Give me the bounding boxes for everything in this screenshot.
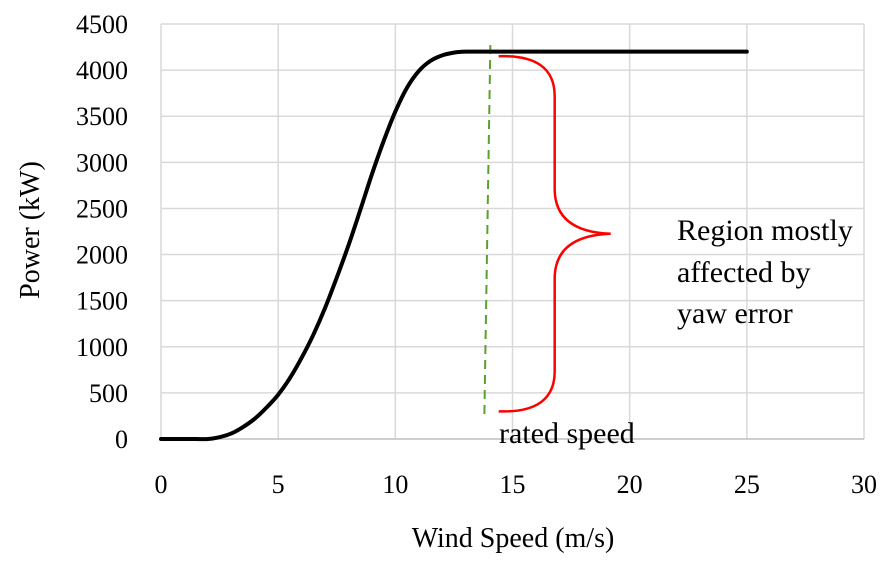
x-tick-label: 15 bbox=[500, 470, 526, 499]
chart-series bbox=[159, 49, 749, 442]
chart-axes bbox=[160, 24, 864, 440]
y-tick-label: 3000 bbox=[76, 148, 128, 177]
x-tick-label: 30 bbox=[851, 470, 877, 499]
rated-speed-marker bbox=[483, 43, 492, 415]
x-tick-label: 0 bbox=[155, 470, 168, 499]
y-tick-label: 1000 bbox=[76, 333, 128, 362]
chart-tick-labels: 0 500 1000 1500 2000 2500 3000 3500 4000 4500 0 5 10… bbox=[76, 10, 877, 499]
region-brace bbox=[498, 55, 611, 413]
y-tick-label: 2000 bbox=[76, 241, 128, 270]
region-label-line-1: Region mostly bbox=[677, 214, 853, 247]
region-label-line-3: yaw error bbox=[677, 297, 793, 330]
x-tick-label: 5 bbox=[272, 470, 285, 499]
x-tick-label: 25 bbox=[734, 470, 760, 499]
y-tick-label: 500 bbox=[89, 379, 128, 408]
chart-gridlines bbox=[161, 23, 865, 439]
y-tick-label: 1500 bbox=[76, 287, 128, 316]
y-tick-label: 0 bbox=[115, 425, 128, 454]
power-curve-line bbox=[159, 49, 749, 442]
rated-speed-dashed-line bbox=[483, 43, 492, 415]
y-tick-label: 3500 bbox=[76, 102, 128, 131]
x-tick-label: 10 bbox=[382, 470, 408, 499]
x-axis-title: Wind Speed (m/s) bbox=[412, 523, 615, 554]
y-tick-label: 4000 bbox=[76, 56, 128, 85]
y-tick-label: 2500 bbox=[76, 194, 128, 223]
y-axis-title: Power (kW) bbox=[15, 161, 46, 299]
x-tick-label: 20 bbox=[617, 470, 643, 499]
region-label-line-2: affected by bbox=[677, 256, 811, 289]
y-tick-label: 4500 bbox=[76, 10, 128, 39]
yaw-error-region bbox=[498, 55, 611, 413]
rated-speed-label: rated speed bbox=[499, 417, 635, 450]
